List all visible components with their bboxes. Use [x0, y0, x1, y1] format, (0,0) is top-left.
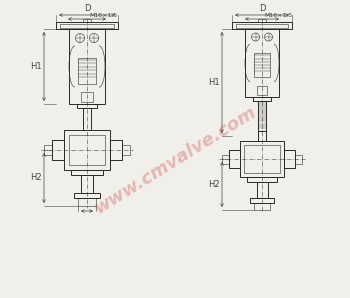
Bar: [81, 175, 93, 193]
Bar: [110, 140, 122, 160]
Bar: [69, 29, 105, 104]
Bar: [258, 19, 266, 22]
Bar: [244, 145, 280, 173]
Bar: [64, 130, 110, 170]
Text: D: D: [84, 4, 90, 13]
Bar: [122, 145, 130, 155]
Bar: [240, 141, 284, 177]
Text: D: D: [259, 4, 265, 13]
Bar: [71, 170, 103, 175]
Bar: [60, 24, 114, 27]
Bar: [247, 177, 277, 182]
Text: H2: H2: [30, 173, 42, 182]
Bar: [257, 182, 267, 198]
Bar: [83, 108, 91, 130]
Bar: [254, 203, 270, 210]
Text: www.cmvalve.com: www.cmvalve.com: [91, 103, 259, 217]
Bar: [77, 104, 97, 108]
Bar: [295, 154, 302, 164]
Bar: [229, 150, 240, 168]
Bar: [257, 86, 267, 95]
Text: M16×1.5: M16×1.5: [89, 13, 117, 18]
Bar: [83, 19, 91, 22]
Text: H1: H1: [30, 62, 42, 71]
Bar: [81, 92, 93, 102]
Bar: [56, 22, 118, 29]
Bar: [236, 24, 288, 27]
Bar: [253, 97, 271, 101]
Bar: [258, 101, 266, 131]
Bar: [44, 145, 52, 155]
Bar: [222, 154, 229, 164]
Bar: [284, 150, 295, 168]
Bar: [78, 58, 96, 83]
Bar: [258, 131, 266, 141]
Bar: [250, 198, 274, 203]
Bar: [52, 140, 64, 160]
Bar: [74, 193, 100, 198]
Bar: [78, 198, 96, 206]
Text: M16×1.5: M16×1.5: [264, 13, 292, 18]
Bar: [245, 29, 279, 97]
Bar: [69, 135, 105, 165]
Text: H1: H1: [208, 78, 220, 87]
Text: H2: H2: [208, 180, 220, 189]
Bar: [254, 53, 270, 77]
Bar: [232, 22, 292, 29]
